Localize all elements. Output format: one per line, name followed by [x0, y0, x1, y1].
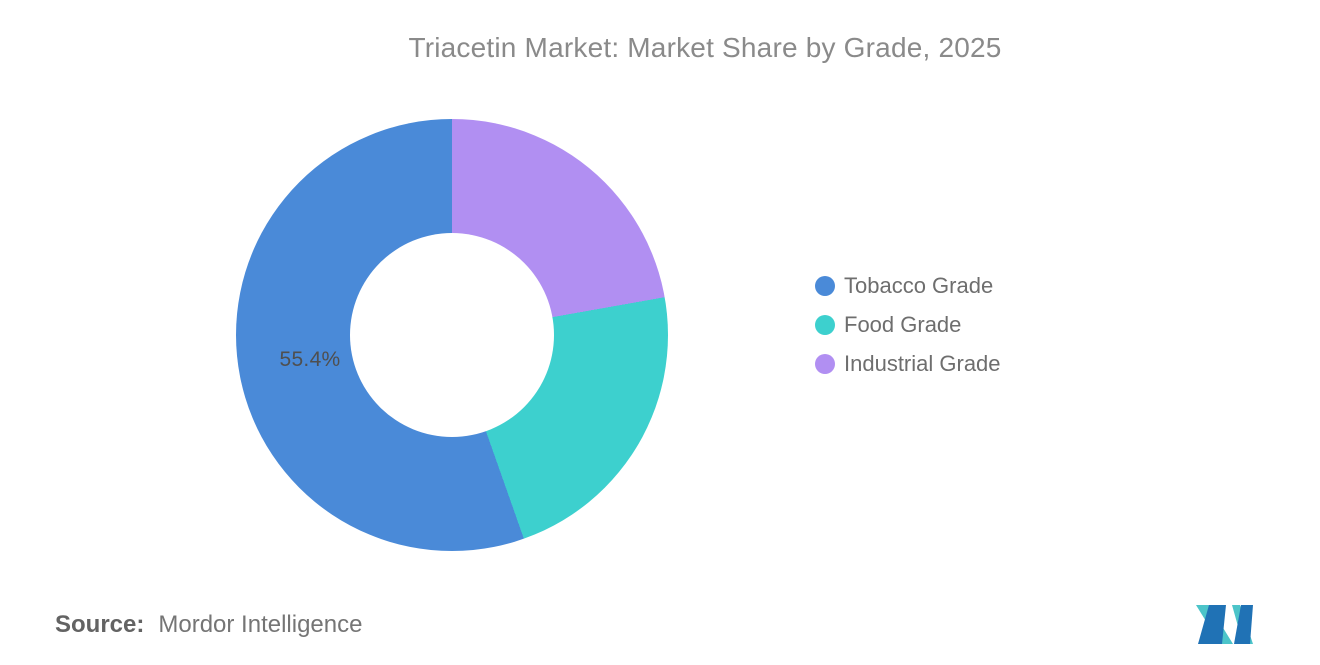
legend-label: Tobacco Grade — [844, 273, 994, 298]
donut-chart: 55.4% — [236, 119, 668, 551]
source-line: Source: Mordor Intelligence — [55, 611, 362, 639]
source-prefix-label: Source: — [55, 611, 145, 638]
legend-item-food-grade: Food Grade — [815, 312, 1001, 338]
mordor-intelligence-logo — [1196, 605, 1253, 644]
legend-marker-icon — [815, 354, 835, 374]
legend-label: Food Grade — [844, 312, 962, 337]
source-value: Mordor Intelligence — [158, 611, 363, 638]
legend-label: Industrial Grade — [844, 351, 1001, 376]
legend-item-tobacco-grade: Tobacco Grade — [815, 273, 1001, 299]
legend-marker-icon — [815, 315, 835, 335]
legend: Tobacco Grade Food Grade Industrial Grad… — [815, 273, 1001, 377]
donut-hole — [350, 233, 554, 437]
slice-data-label-tobacco: 55.4% — [279, 348, 341, 371]
legend-marker-icon — [815, 276, 835, 296]
chart-title: Triacetin Market: Market Share by Grade,… — [408, 32, 1002, 63]
legend-item-industrial-grade: Industrial Grade — [815, 351, 1001, 377]
